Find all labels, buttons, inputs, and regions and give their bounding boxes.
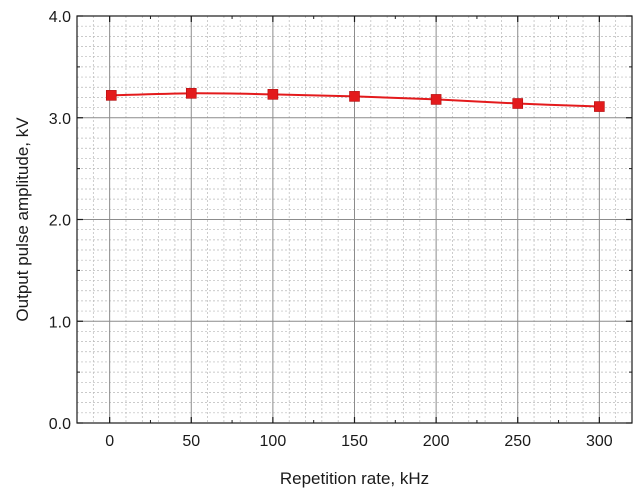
y-tick-label: 3.0 xyxy=(49,111,71,128)
x-tick-labels: 0 50 100 150 200 250 300 xyxy=(105,433,613,450)
x-tick-label: 300 xyxy=(586,433,613,450)
x-axis-title: Repetition rate, kHz xyxy=(280,469,429,488)
x-tick-label: 50 xyxy=(182,433,200,450)
y-tick-label: 1.0 xyxy=(49,314,71,331)
data-point-marker xyxy=(430,94,442,105)
y-tick-label: 2.0 xyxy=(49,213,71,230)
y-tick-labels: 0.0 1.0 2.0 3.0 4.0 xyxy=(49,9,71,433)
y-axis-title: Output pulse amplitude, kV xyxy=(13,117,32,322)
x-tick-label: 250 xyxy=(504,433,531,450)
axis-ticks xyxy=(77,15,632,424)
data-point-marker xyxy=(185,88,197,99)
x-tick-label: 150 xyxy=(341,433,368,450)
data-point-marker xyxy=(267,89,279,100)
y-tick-label: 0.0 xyxy=(49,416,71,433)
y-tick-label: 4.0 xyxy=(49,9,71,26)
x-tick-label: 0 xyxy=(105,433,114,450)
data-point-marker xyxy=(594,101,605,112)
data-point-marker xyxy=(105,90,117,101)
x-tick-label: 100 xyxy=(260,433,287,450)
data-point-marker xyxy=(512,98,524,109)
x-tick-label: 200 xyxy=(423,433,450,450)
data-point-marker xyxy=(349,91,360,102)
series-markers xyxy=(105,88,605,112)
major-grid xyxy=(77,16,632,423)
